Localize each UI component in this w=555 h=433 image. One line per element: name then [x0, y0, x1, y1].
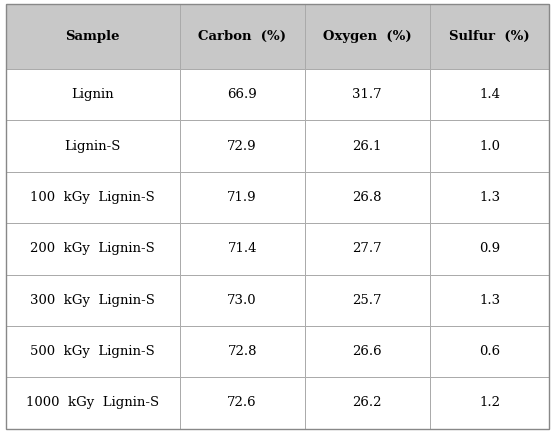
Bar — [430, 69, 549, 120]
Bar — [6, 69, 180, 120]
Bar — [305, 377, 430, 429]
Bar — [305, 69, 430, 120]
Text: 72.6: 72.6 — [228, 397, 257, 410]
Bar — [430, 223, 549, 275]
Text: Sample: Sample — [65, 30, 120, 43]
Text: 71.9: 71.9 — [228, 191, 257, 204]
Bar — [6, 275, 180, 326]
Text: 1000  kGy  Lignin-S: 1000 kGy Lignin-S — [26, 397, 159, 410]
Text: 26.1: 26.1 — [352, 140, 382, 153]
Bar — [180, 69, 305, 120]
Bar — [6, 223, 180, 275]
Text: 72.8: 72.8 — [228, 345, 257, 358]
Text: 71.4: 71.4 — [228, 242, 257, 255]
Bar — [180, 172, 305, 223]
Text: 1.3: 1.3 — [479, 191, 500, 204]
Bar — [430, 120, 549, 172]
Bar — [180, 4, 305, 69]
Text: 1.3: 1.3 — [479, 294, 500, 307]
Text: 1.2: 1.2 — [479, 397, 500, 410]
Bar — [6, 172, 180, 223]
Bar — [180, 120, 305, 172]
Bar — [305, 172, 430, 223]
Text: 66.9: 66.9 — [227, 88, 257, 101]
Bar — [180, 275, 305, 326]
Bar — [430, 377, 549, 429]
Bar — [6, 377, 180, 429]
Text: 72.9: 72.9 — [228, 140, 257, 153]
Text: 500  kGy  Lignin-S: 500 kGy Lignin-S — [30, 345, 155, 358]
Text: 27.7: 27.7 — [352, 242, 382, 255]
Text: 300  kGy  Lignin-S: 300 kGy Lignin-S — [30, 294, 155, 307]
Text: Carbon  (%): Carbon (%) — [198, 30, 286, 43]
Text: Sulfur  (%): Sulfur (%) — [450, 30, 530, 43]
Text: 26.6: 26.6 — [352, 345, 382, 358]
Bar — [305, 223, 430, 275]
Bar — [430, 172, 549, 223]
Bar — [305, 120, 430, 172]
Bar — [6, 326, 180, 377]
Text: 1.4: 1.4 — [479, 88, 500, 101]
Bar — [430, 326, 549, 377]
Text: 0.9: 0.9 — [479, 242, 500, 255]
Text: 100  kGy  Lignin-S: 100 kGy Lignin-S — [30, 191, 155, 204]
Text: 26.2: 26.2 — [352, 397, 382, 410]
Text: 73.0: 73.0 — [228, 294, 257, 307]
Bar — [305, 275, 430, 326]
Text: 25.7: 25.7 — [352, 294, 382, 307]
Bar — [430, 4, 549, 69]
Bar — [180, 377, 305, 429]
Text: Lignin: Lignin — [71, 88, 114, 101]
Text: 31.7: 31.7 — [352, 88, 382, 101]
Text: Lignin-S: Lignin-S — [64, 140, 121, 153]
Bar — [305, 326, 430, 377]
Text: Oxygen  (%): Oxygen (%) — [323, 30, 412, 43]
Bar — [6, 120, 180, 172]
Text: 1.0: 1.0 — [479, 140, 500, 153]
Text: 0.6: 0.6 — [479, 345, 500, 358]
Bar — [180, 223, 305, 275]
Text: 200  kGy  Lignin-S: 200 kGy Lignin-S — [30, 242, 155, 255]
Text: 26.8: 26.8 — [352, 191, 382, 204]
Bar — [6, 4, 180, 69]
Bar — [305, 4, 430, 69]
Bar — [430, 275, 549, 326]
Bar — [180, 326, 305, 377]
